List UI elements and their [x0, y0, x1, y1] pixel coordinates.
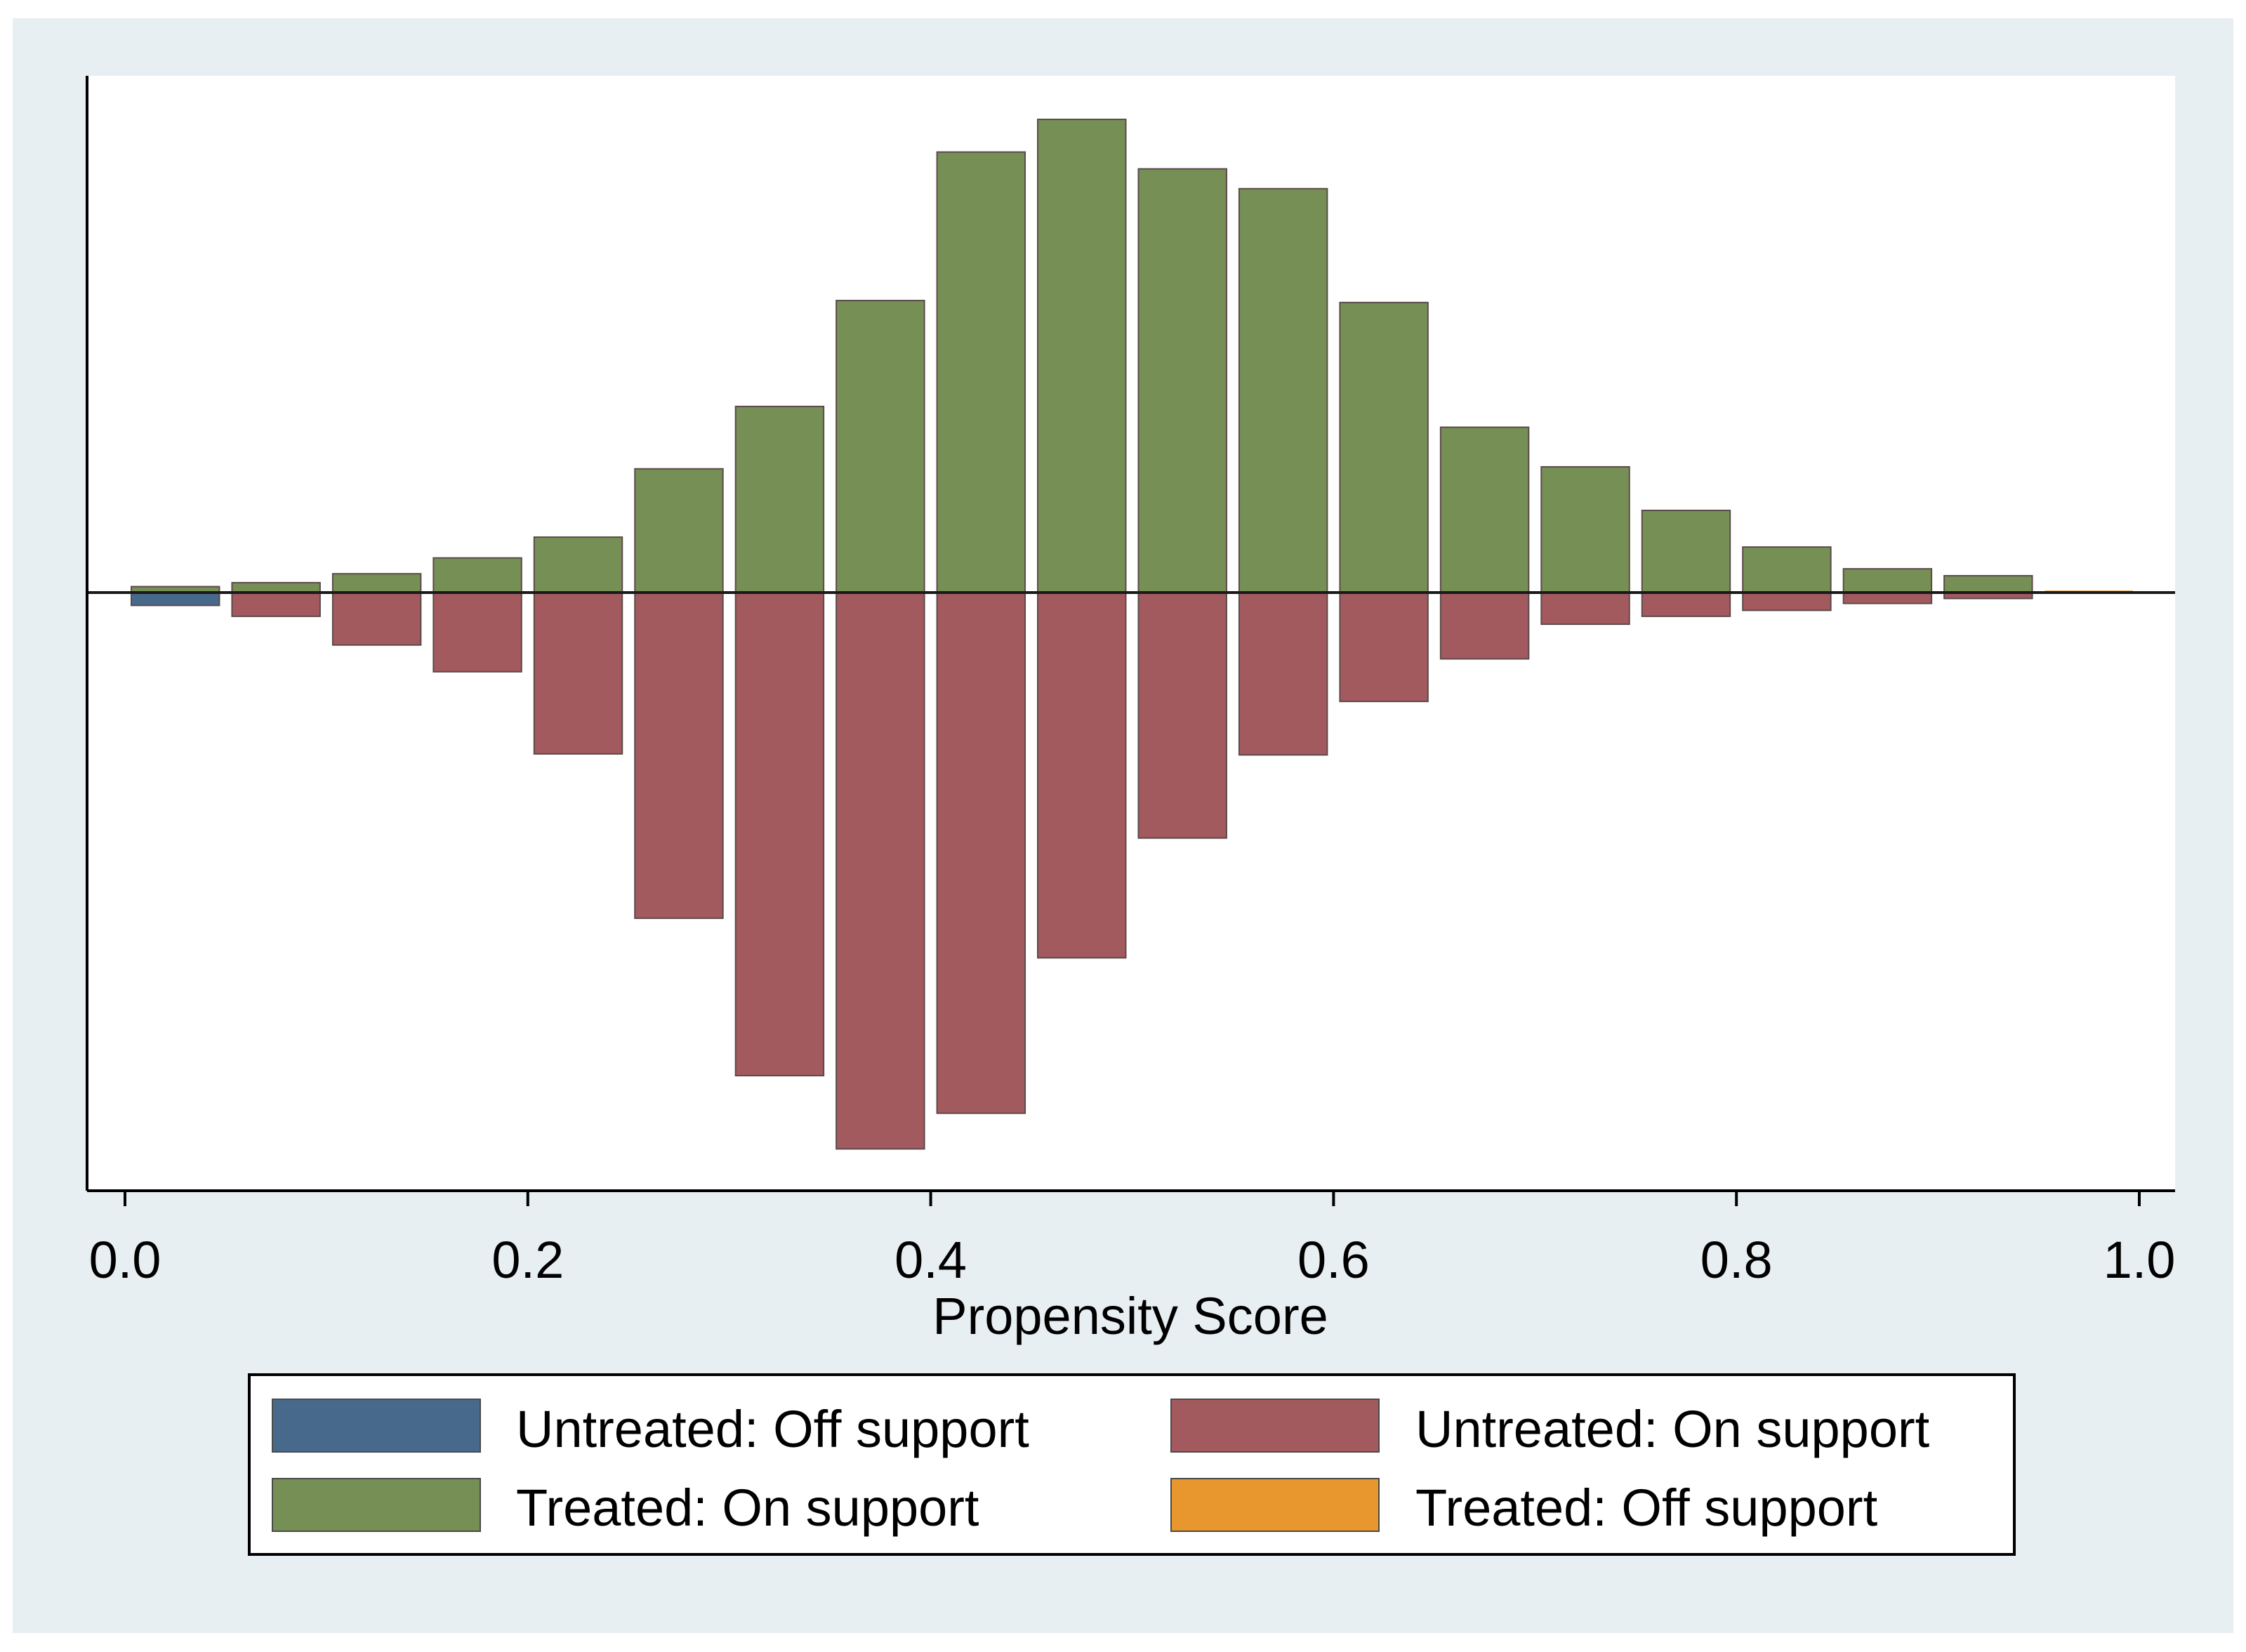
- x-tick-label: 0.6: [1297, 1231, 1370, 1289]
- bar-untreated-on-13: [1439, 592, 1530, 660]
- bar-untreated-on-2: [331, 592, 422, 646]
- bar-untreated-on-9: [1037, 592, 1127, 959]
- bar-untreated-on-5: [634, 592, 724, 919]
- x-tick-label: 0.8: [1700, 1231, 1773, 1289]
- bar-untreated-on-1: [231, 592, 321, 617]
- bar-untreated-on-6: [734, 592, 825, 1077]
- bar-treated-on-2: [331, 573, 422, 594]
- bar-untreated-on-14: [1540, 592, 1630, 626]
- bar-untreated-on-8: [936, 592, 1026, 1114]
- bar-treated-on-6: [734, 405, 825, 593]
- bar-treated-on-8: [936, 151, 1026, 594]
- bar-treated-on-14: [1540, 465, 1630, 593]
- bar-untreated-on-11: [1238, 592, 1328, 756]
- bars-layer: [131, 119, 2133, 1150]
- bar-treated-on-15: [1641, 509, 1731, 593]
- bar-untreated-on-15: [1641, 592, 1731, 617]
- bar-treated-on-12: [1339, 301, 1429, 593]
- bar-treated-on-4: [533, 536, 623, 593]
- bar-treated-on-3: [432, 557, 522, 594]
- bar-treated-on-5: [634, 468, 724, 593]
- bar-treated-on-1: [231, 581, 321, 594]
- legend-box: [248, 1373, 2016, 1556]
- legend-label-treated-on: Treated: On support: [516, 1479, 979, 1537]
- legend-swatch-untreated-on: [1170, 1399, 1380, 1453]
- bar-untreated-on-3: [432, 592, 522, 673]
- x-axis-ticks: 0.0 0.2 0.4 0.6 0.8 1.0: [89, 1191, 2176, 1289]
- bar-treated-on-7: [835, 300, 925, 593]
- bar-treated-on-13: [1439, 426, 1530, 594]
- bar-untreated-on-4: [533, 592, 623, 755]
- x-tick-label: 0.0: [89, 1231, 161, 1289]
- legend: Untreated: Off support Untreated: On supp…: [248, 1373, 2016, 1556]
- bar-untreated-on-7: [835, 592, 925, 1150]
- bar-untreated-on-16: [1742, 592, 1832, 612]
- legend-swatch-treated-on: [272, 1478, 481, 1532]
- legend-swatch-untreated-off: [272, 1399, 481, 1453]
- x-tick-label: 0.2: [491, 1231, 564, 1289]
- bar-treated-on-18: [1943, 575, 2033, 594]
- legend-swatch-treated-off: [1170, 1478, 1380, 1532]
- bar-treated-on-11: [1238, 187, 1328, 594]
- x-axis-title: Propensity Score: [932, 1287, 1328, 1345]
- x-tick-label: 0.4: [894, 1231, 967, 1289]
- legend-label-treated-off: Treated: Off support: [1415, 1479, 1878, 1537]
- bar-treated-on-9: [1037, 119, 1127, 593]
- bar-untreated-on-10: [1137, 592, 1227, 839]
- bar-untreated-off-0: [131, 592, 220, 607]
- x-tick-label: 1.0: [2103, 1231, 2176, 1289]
- bar-treated-on-16: [1742, 546, 1832, 594]
- bar-untreated-on-17: [1842, 592, 1933, 604]
- legend-label-untreated-on: Untreated: On support: [1415, 1400, 1930, 1458]
- bar-treated-on-17: [1842, 568, 1933, 593]
- legend-label-untreated-off: Untreated: Off support: [516, 1400, 1029, 1458]
- bar-untreated-on-12: [1339, 592, 1429, 703]
- bar-treated-on-10: [1137, 168, 1227, 593]
